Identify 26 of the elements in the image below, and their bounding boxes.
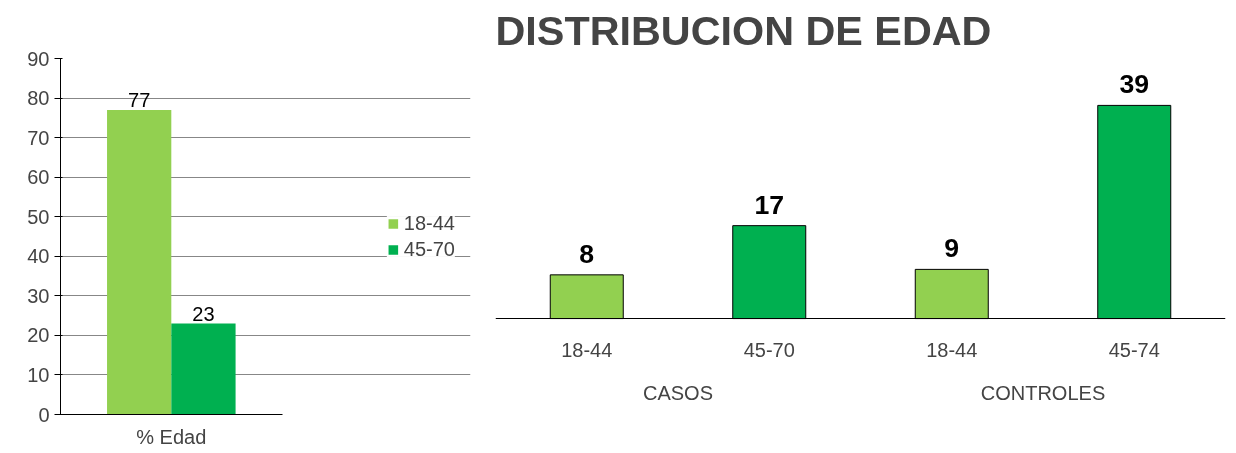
data-label: 17 (754, 189, 785, 220)
x-tick-label: % Edad (136, 425, 207, 448)
data-label: 8 (579, 238, 595, 269)
y-tick-label: 20 (27, 324, 50, 347)
y-tick-label: 80 (27, 87, 50, 110)
x-tick-label: 18-44 (561, 338, 613, 361)
text: CASOS (642, 381, 714, 404)
data-label: 9 (944, 233, 960, 264)
y-tick-label: 60 (27, 166, 50, 189)
y-tick-label: 30 (27, 284, 50, 307)
y-tick-label: 70 (27, 126, 50, 149)
data-label: 39 (1119, 69, 1150, 100)
x-tick-label: 18-44 (926, 338, 978, 361)
y-tick-label: 0 (38, 403, 50, 426)
y-tick-label: 10 (27, 363, 50, 386)
chart-title: DISTRIBUCION DE EDAD (495, 7, 992, 54)
y-tick-label: 50 (27, 205, 50, 228)
x-tick-label: 45-74 (1108, 338, 1160, 361)
x-tick-label: 45-70 (743, 338, 795, 361)
y-tick-label: 40 (27, 245, 50, 268)
text: CONTROLES (980, 381, 1106, 404)
legend-label: 18-44 (403, 211, 455, 235)
legend-label: 45-70 (403, 237, 455, 261)
data-label: 23 (192, 302, 215, 325)
y-tick-label: 90 (27, 47, 50, 70)
data-label: 77 (128, 88, 151, 111)
